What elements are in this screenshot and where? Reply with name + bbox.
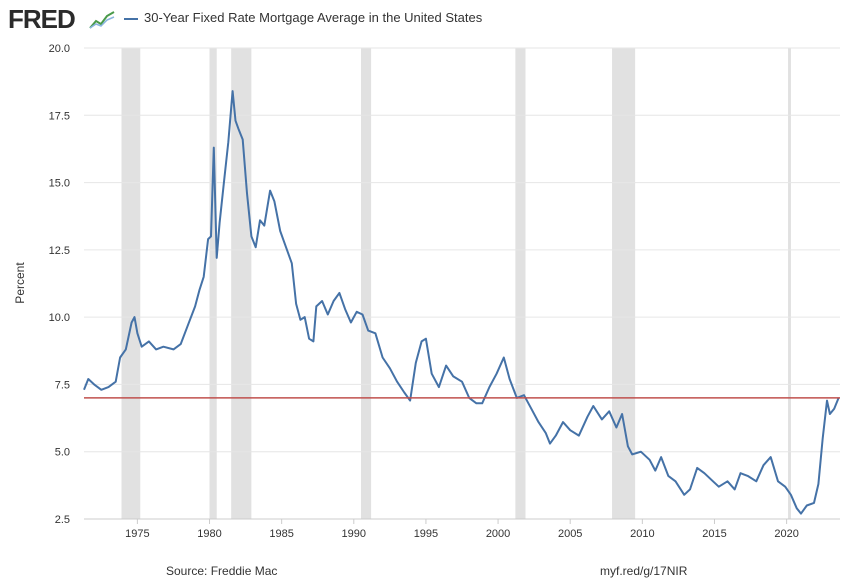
recession-band-0 [121,48,141,519]
recession-band-3 [361,48,372,519]
legend-swatch [124,18,138,20]
chart-header: FRED 30-Year Fixed Rate Mortgage Average… [0,0,860,40]
y-tick-label: 2.5 [55,514,70,526]
x-tick-label: 1975 [125,528,149,540]
recession-band-6 [788,48,791,519]
legend-label[interactable]: 30-Year Fixed Rate Mortgage Average in t… [144,10,483,25]
y-tick-label: 10.0 [49,312,70,324]
fred-graph-icon [88,10,116,30]
y-axis-label: Percent [13,262,27,304]
x-tick-label: 1985 [269,528,293,540]
x-tick-label: 2010 [630,528,654,540]
x-tick-label: 1995 [414,528,438,540]
x-tick-label: 2005 [558,528,582,540]
recession-band-2 [231,48,252,519]
recession-band-1 [209,48,217,519]
plot-area [84,48,840,519]
recession-band-5 [612,48,636,519]
recession-band-4 [515,48,526,519]
y-tick-label: 7.5 [55,379,70,391]
x-tick-label: 2015 [702,528,726,540]
y-tick-label: 20.0 [49,43,70,55]
fred-logo[interactable]: FRED [8,4,76,34]
source-note: Source: Freddie Mac [166,564,278,578]
x-tick-label: 1990 [342,528,366,540]
x-tick-label: 2000 [486,528,510,540]
x-tick-label: 1980 [197,528,221,540]
y-tick-label: 12.5 [49,245,70,257]
x-tick-label: 2020 [774,528,798,540]
mortgage-rate-line[interactable] [83,90,840,515]
short-link[interactable]: myf.red/g/17NIR [600,564,688,578]
y-tick-label: 5.0 [55,447,70,459]
y-tick-label: 15.0 [49,178,70,190]
y-tick-label: 17.5 [49,110,70,122]
